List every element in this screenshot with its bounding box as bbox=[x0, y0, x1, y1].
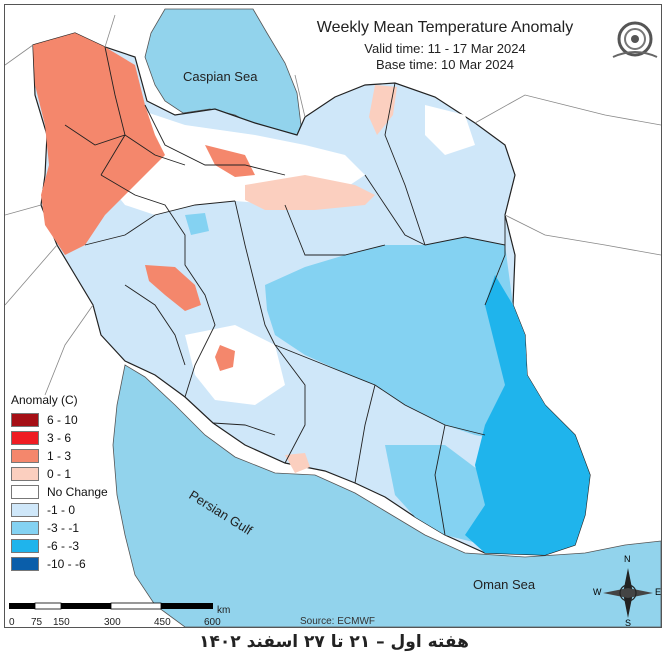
area-warm-central bbox=[215, 345, 235, 371]
legend-item: 0 - 1 bbox=[11, 465, 151, 482]
area-no-change-center bbox=[185, 325, 285, 405]
legend-item: -1 - 0 bbox=[11, 501, 151, 518]
legend-items: 6 - 10 3 - 6 1 - 3 0 - 1 No Change -1 - 0 -3 -… bbox=[11, 411, 151, 572]
legend-item: -10 - -6 bbox=[11, 555, 151, 572]
legend-item: 1 - 3 bbox=[11, 447, 151, 464]
scale-tick: 75 bbox=[31, 617, 43, 628]
compass-e: E bbox=[655, 587, 662, 597]
scale-labels: 0 75 150 300 450 600 km bbox=[9, 605, 230, 628]
legend-swatch bbox=[11, 484, 39, 499]
legend-label: 0 - 1 bbox=[47, 466, 72, 481]
valid-time: Valid time: 11 - 17 Mar 2024 bbox=[364, 41, 526, 56]
legend-label: 1 - 3 bbox=[47, 448, 72, 463]
legend-label: -10 - -6 bbox=[47, 556, 86, 571]
legend-swatch bbox=[11, 502, 39, 517]
legend-label: 3 - 6 bbox=[47, 430, 72, 445]
area-mild-northeast bbox=[369, 85, 397, 135]
scale-tick: 450 bbox=[154, 617, 171, 628]
area-warm-north bbox=[205, 145, 255, 177]
map-title: Weekly Mean Temperature Anomaly bbox=[316, 19, 574, 36]
source-label: Source: ECMWF bbox=[300, 616, 376, 627]
legend-swatch bbox=[11, 448, 39, 463]
compass-s: S bbox=[625, 618, 632, 628]
logo-icon bbox=[605, 17, 661, 79]
scale-tick: 150 bbox=[53, 617, 70, 628]
area-no-change-east bbox=[425, 105, 475, 155]
area-mild-north bbox=[245, 175, 375, 210]
province-boundaries bbox=[64, 46, 506, 536]
footer-caption: هفته اول – ۲۱ تا ۲۷ اسفند ۱۴۰۲ bbox=[199, 632, 469, 652]
compass-icon: N S E W bbox=[593, 554, 662, 628]
oman-sea-label: Oman Sea bbox=[473, 577, 536, 592]
scale-tick: 600 bbox=[204, 617, 221, 628]
legend-swatch bbox=[11, 556, 39, 571]
scale-unit: km bbox=[217, 605, 231, 616]
legend-item: 3 - 6 bbox=[11, 429, 151, 446]
legend-title: Anomaly (C) bbox=[11, 393, 78, 407]
legend-label: -6 - -3 bbox=[47, 538, 80, 553]
legend-item: 6 - 10 bbox=[11, 411, 151, 428]
area-mild-south bbox=[285, 453, 310, 473]
compass-n: N bbox=[624, 554, 631, 564]
legend-swatch bbox=[11, 520, 39, 535]
map-frame: Weekly Mean Temperature Anomaly Valid ti… bbox=[4, 4, 662, 628]
legend-swatch bbox=[11, 430, 39, 445]
persian-gulf bbox=[112, 364, 661, 627]
base-time: Base time: 10 Mar 2024 bbox=[375, 57, 515, 72]
legend-label: -1 - 0 bbox=[47, 502, 76, 517]
scale-bar bbox=[9, 602, 213, 610]
area-cold-small bbox=[185, 213, 209, 235]
neighbor-borders bbox=[5, 14, 661, 396]
area-cold-east bbox=[265, 237, 565, 445]
legend-swatch bbox=[11, 538, 39, 553]
legend: Anomaly (C) 6 - 10 3 - 6 1 - 3 0 - 1 No Chan… bbox=[11, 393, 151, 573]
area-warm-zagros bbox=[145, 265, 201, 311]
legend-swatch bbox=[11, 466, 39, 481]
scale-tick: 300 bbox=[104, 617, 121, 628]
area-very-cold-southeast bbox=[465, 275, 590, 555]
anomaly-map bbox=[5, 8, 661, 627]
legend-label: 6 - 10 bbox=[47, 412, 78, 427]
scale-tick: 0 bbox=[9, 617, 15, 628]
legend-item: No Change bbox=[11, 483, 151, 500]
compass-w: W bbox=[593, 587, 602, 597]
legend-item: -6 - -3 bbox=[11, 537, 151, 554]
legend-label: -3 - -1 bbox=[47, 520, 80, 535]
legend-swatch bbox=[11, 412, 39, 427]
legend-item: -3 - -1 bbox=[11, 519, 151, 536]
caspian-sea-label: Caspian Sea bbox=[183, 69, 258, 84]
legend-label: No Change bbox=[47, 484, 108, 499]
